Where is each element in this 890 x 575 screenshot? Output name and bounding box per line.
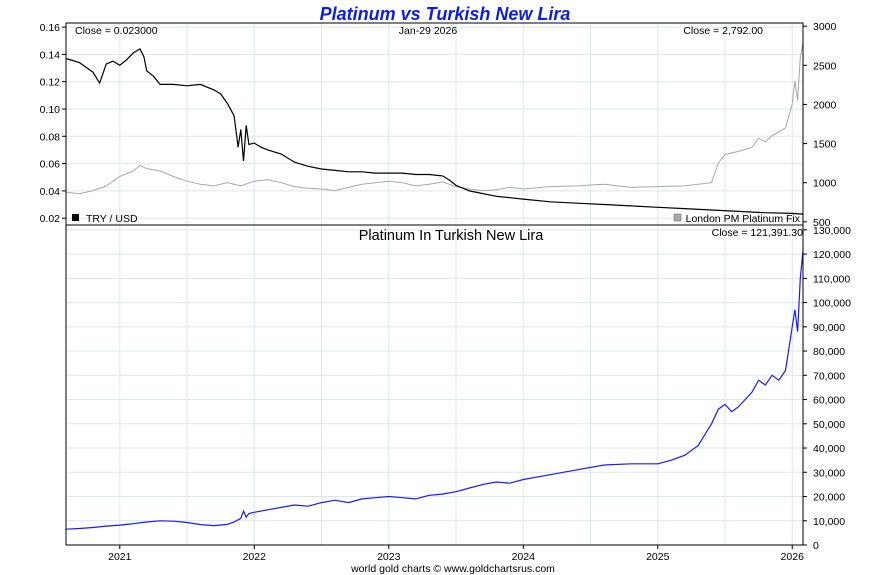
y-left-tick-label: 0.02 — [40, 213, 61, 225]
platinum-fix-line — [65, 42, 804, 195]
y-bottom-tick-label: 90,000 — [813, 322, 845, 334]
y-bottom-tick-label: 30,000 — [813, 467, 845, 479]
x-tick-label: 2025 — [646, 551, 670, 563]
legend-try-usd-swatch — [72, 214, 79, 221]
x-tick-label: 2024 — [512, 551, 536, 563]
y-bottom-tick-label: 110,000 — [813, 273, 850, 285]
y-bottom-tick-label: 60,000 — [813, 395, 845, 407]
footer-credit: world gold charts © www.goldchartsrus.co… — [350, 563, 555, 575]
y-right-tick-label: 1000 — [813, 178, 837, 190]
legend-try-usd-label: TRY / USD — [86, 213, 138, 225]
y-bottom-tick-label: 130,000 — [813, 225, 851, 237]
legend-platinum-fix-label: London PM Platinum Fix — [686, 213, 801, 225]
x-tick-label: 2023 — [377, 551, 401, 563]
y-bottom-tick-label: 120,000 — [813, 249, 851, 261]
legend-platinum-fix-swatch — [673, 213, 682, 222]
y-bottom-tick-label: 100,000 — [813, 298, 851, 310]
top-date-label: Jan-29 2026 — [399, 25, 458, 37]
y-bottom-tick-label: 10,000 — [813, 516, 845, 528]
x-tick-label: 2026 — [781, 551, 805, 563]
top-left-close-label: Close = 0.023000 — [75, 25, 158, 37]
top-panel-grid — [66, 23, 803, 225]
chart-title: Platinum vs Turkish New Lira — [320, 4, 571, 24]
y-right-tick-label: 2500 — [813, 60, 837, 72]
try-usd-line — [65, 48, 804, 215]
y-left-tick-label: 0.10 — [40, 104, 61, 116]
y-left-tick-label: 0.14 — [40, 49, 61, 61]
y-right-tick-label: 500 — [813, 217, 831, 229]
top-right-axis: 500 1000 1500 2000 2500 3000 — [803, 21, 837, 229]
y-right-tick-label: 3000 — [813, 21, 837, 33]
y-bottom-tick-label: 20,000 — [813, 492, 845, 504]
y-right-tick-label: 2000 — [813, 99, 837, 111]
x-tick-label: 2022 — [243, 551, 267, 563]
y-left-tick-label: 0.06 — [40, 159, 61, 171]
bottom-right-axis: 0 10,000 20,000 30,000 40,000 50,000 60,000 70,… — [803, 225, 851, 552]
x-axis: 2021 2022 2023 2024 2025 2026 — [108, 545, 804, 563]
y-left-tick-label: 0.04 — [40, 186, 61, 198]
top-panel-frame — [65, 22, 804, 226]
bottom-close-label: Close = 121,391.30 — [712, 227, 804, 239]
y-bottom-tick-label: 70,000 — [813, 370, 845, 382]
y-bottom-tick-label: 0 — [813, 540, 819, 552]
bottom-panel-title: Platinum In Turkish New Lira — [359, 228, 544, 244]
y-left-tick-label: 0.16 — [40, 22, 61, 34]
y-bottom-tick-label: 80,000 — [813, 346, 845, 358]
top-right-close-label: Close = 2,792.00 — [683, 25, 763, 37]
platinum-in-try-line — [65, 250, 804, 530]
top-left-axis: 0.02 0.04 0.06 0.08 0.10 0.12 0.14 0.16 — [40, 22, 66, 225]
y-left-tick-label: 0.12 — [40, 77, 61, 89]
y-left-tick-label: 0.08 — [40, 131, 61, 143]
y-bottom-tick-label: 40,000 — [813, 443, 845, 455]
bottom-panel-grid — [66, 225, 803, 546]
bottom-panel-frame — [65, 224, 804, 546]
y-right-tick-label: 1500 — [813, 139, 837, 151]
x-tick-label: 2021 — [108, 551, 132, 563]
y-bottom-tick-label: 50,000 — [813, 419, 845, 431]
